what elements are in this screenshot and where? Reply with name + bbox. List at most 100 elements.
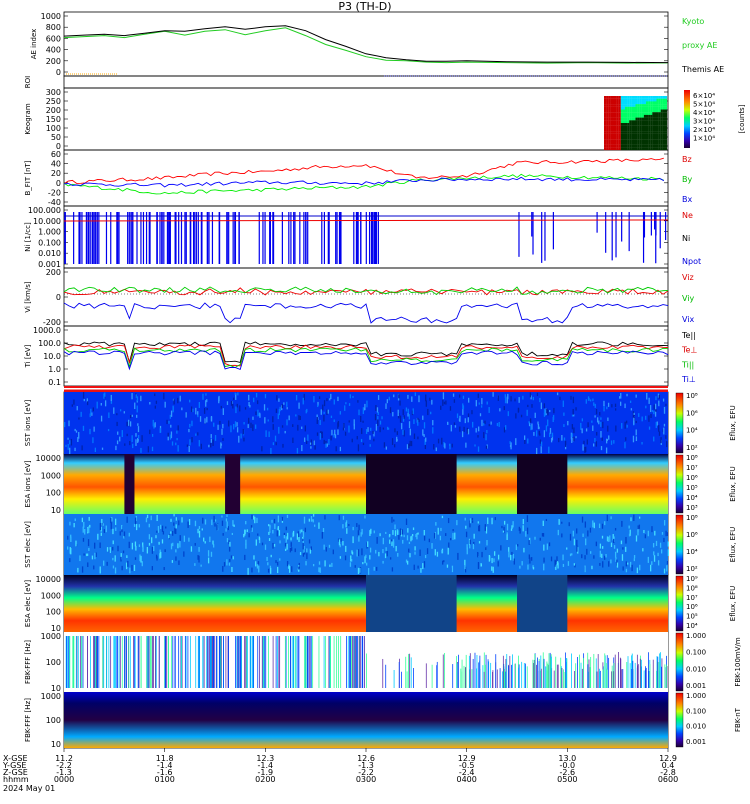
keogram-cell xyxy=(620,147,623,151)
spectrogram-noise xyxy=(497,554,500,560)
keogram-cell xyxy=(654,133,657,137)
spectrogram-noise xyxy=(665,530,667,537)
keogram-cell xyxy=(654,128,657,132)
spectrogram-noise xyxy=(259,537,261,544)
spectrogram-noise xyxy=(339,411,341,415)
spectrogram-noise xyxy=(402,539,404,544)
keogram-cell xyxy=(612,98,615,102)
spectrogram-noise xyxy=(322,404,324,411)
spectrogram-noise xyxy=(654,530,656,536)
keogram-cell xyxy=(658,128,661,132)
keogram-cell xyxy=(618,96,621,99)
spectrogram-noise xyxy=(422,429,424,436)
spectrogram-noise xyxy=(198,402,200,408)
spectrogram-noise xyxy=(166,419,168,425)
spectrogram-noise xyxy=(264,417,266,424)
keogram-cell xyxy=(650,104,653,107)
keogram-cell xyxy=(620,136,623,140)
spectrogram-noise xyxy=(584,565,586,573)
keogram-cell xyxy=(625,120,628,124)
keogram-cell xyxy=(654,125,657,129)
spectrogram-noise xyxy=(506,532,508,536)
spectrogram-noise xyxy=(164,401,166,408)
keogram-cell xyxy=(620,133,623,137)
keogram-cell xyxy=(610,147,613,151)
spectrogram-noise xyxy=(607,417,609,421)
spectrogram-noise xyxy=(506,523,509,531)
spectrogram-noise xyxy=(593,443,595,447)
keogram-cell xyxy=(625,131,628,134)
keogram-cell xyxy=(646,123,649,126)
spectrogram-noise xyxy=(561,434,563,441)
spectrogram-noise xyxy=(146,547,149,554)
spectrogram-noise xyxy=(82,425,85,431)
keogram-cell xyxy=(637,123,640,126)
keogram-cell xyxy=(643,109,647,113)
keogram-cell xyxy=(604,114,607,118)
keogram-cell xyxy=(633,120,636,124)
spectrogram-noise xyxy=(73,399,75,405)
spectrogram-noise xyxy=(616,562,619,568)
keogram-cell xyxy=(625,98,628,102)
spectrogram-noise xyxy=(203,537,205,542)
spectrogram-noise xyxy=(310,439,313,446)
keogram-cell xyxy=(648,128,651,132)
spectrogram-noise xyxy=(217,424,219,430)
spectrogram-noise xyxy=(362,407,364,415)
keogram-cell xyxy=(627,117,630,121)
keogram-cell xyxy=(608,109,611,113)
spectrogram-noise xyxy=(411,396,413,402)
keogram-cell xyxy=(662,98,665,102)
spectrogram-noise xyxy=(302,397,304,405)
spectrogram-noise xyxy=(169,434,172,440)
keogram-cell xyxy=(639,114,642,118)
keogram-cell xyxy=(627,133,630,137)
spectrogram-noise xyxy=(301,445,303,452)
colorbar-label-sst_elec: Eflux, EFU xyxy=(729,527,737,562)
spectrogram-noise xyxy=(581,428,583,434)
spectrogram-noise xyxy=(142,542,144,548)
spectrogram-noise xyxy=(377,419,379,426)
spectrogram-noise xyxy=(370,528,372,534)
keogram-cell xyxy=(646,133,649,137)
keogram-cell xyxy=(635,144,638,148)
spectrogram-noise xyxy=(413,433,416,439)
panel-content xyxy=(63,25,690,748)
spectrogram-gap xyxy=(366,454,457,514)
keogram-cell xyxy=(646,114,649,118)
spectrogram-noise xyxy=(253,515,255,520)
spectrogram-noise xyxy=(75,540,77,547)
spectrogram-noise xyxy=(270,447,272,455)
spectrogram-noise xyxy=(417,565,419,569)
spectrogram-noise xyxy=(624,442,626,449)
keogram-cell xyxy=(606,123,609,126)
keogram-cell xyxy=(629,98,632,102)
spectrogram-noise xyxy=(485,547,487,551)
spectrogram-noise xyxy=(133,523,136,527)
keogram-cell xyxy=(664,133,668,137)
spectrogram-noise xyxy=(633,417,635,422)
keogram-cell xyxy=(620,112,623,115)
spectrogram-noise xyxy=(521,561,523,566)
spectrogram-noise xyxy=(536,392,539,397)
spectrogram-noise xyxy=(550,438,553,443)
spectrogram-noise xyxy=(112,557,114,561)
spectrogram-noise xyxy=(65,444,67,447)
spectrogram-noise xyxy=(635,420,637,424)
keogram-cell xyxy=(622,128,626,132)
spectrogram-noise xyxy=(277,413,279,420)
keogram-cell xyxy=(646,120,649,124)
keogram-cell xyxy=(643,112,647,115)
spectrogram-noise xyxy=(391,567,394,572)
spectrogram-noise xyxy=(424,444,427,450)
keogram-cell xyxy=(639,104,642,107)
keogram-cell xyxy=(612,131,615,134)
spectrogram-noise xyxy=(663,520,666,526)
panel-ylabel-sst_elec: SST elec [eV] xyxy=(24,521,32,568)
spectrogram-noise xyxy=(478,402,480,405)
x-axis-value: 0300 xyxy=(356,775,376,784)
spectrogram-noise xyxy=(598,523,601,529)
spectrogram-noise xyxy=(540,402,543,410)
spectrogram-noise xyxy=(329,564,331,567)
spectrogram-noise xyxy=(285,526,287,531)
